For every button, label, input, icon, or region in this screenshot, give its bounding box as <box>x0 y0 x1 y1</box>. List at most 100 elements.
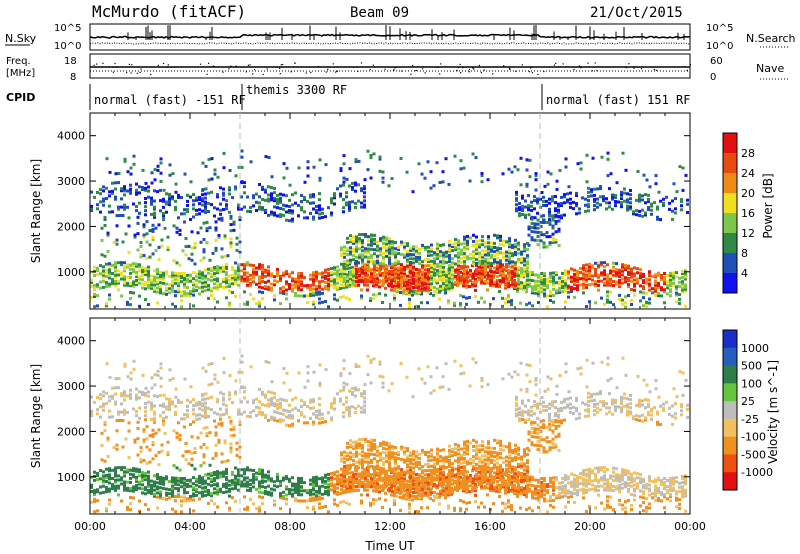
echo-cell <box>352 446 355 450</box>
echo-cell <box>493 266 496 270</box>
echo-cell <box>686 198 689 202</box>
echo-cell <box>588 476 591 479</box>
echo-cell <box>674 211 677 215</box>
echo-cell <box>96 478 99 482</box>
echo-cell <box>177 216 180 220</box>
echo-cell <box>406 266 409 270</box>
echo-cell <box>123 480 126 484</box>
echo-cell <box>105 283 108 287</box>
echo-cell <box>348 209 351 212</box>
nave-dot <box>130 72 132 74</box>
echo-cell <box>231 282 234 286</box>
echo-cell <box>672 271 675 275</box>
echo-cell <box>663 280 666 284</box>
echo-cell <box>273 279 276 283</box>
echo-cell <box>156 286 159 290</box>
echo-cell <box>114 263 117 267</box>
echo-cell <box>609 269 612 273</box>
echo-cell <box>630 267 633 271</box>
echo-cell <box>412 286 415 289</box>
echo-cell <box>480 172 484 175</box>
echo-cell <box>523 245 526 249</box>
echo-cell <box>358 280 361 284</box>
echo-cell <box>606 468 609 472</box>
echo-cell <box>650 212 653 216</box>
echo-cell <box>381 476 384 480</box>
echo-cell <box>267 213 270 217</box>
echo-cell <box>108 264 111 268</box>
echo-cell <box>615 262 618 266</box>
echo-cell <box>222 286 225 289</box>
echo-cell <box>249 482 252 486</box>
echo-cell <box>514 261 517 265</box>
echo-cell <box>523 288 526 292</box>
echo-cell <box>129 487 132 491</box>
echo-cell <box>642 291 645 295</box>
echo-cell <box>472 256 475 260</box>
echo-cell <box>138 269 141 273</box>
echo-cell <box>205 220 209 224</box>
echo-cell <box>330 211 333 215</box>
echo-cell <box>545 245 549 249</box>
echo-cell <box>396 290 399 294</box>
echo-cell <box>591 266 594 270</box>
echo-cell <box>447 288 450 292</box>
echo-cell <box>557 244 561 247</box>
echo-cell <box>397 268 400 272</box>
echo-cell <box>615 282 618 286</box>
echo-cell <box>436 256 439 260</box>
echo-cell <box>430 272 433 275</box>
echo-cell <box>573 281 576 284</box>
echo-cell <box>587 209 590 213</box>
echo-cell <box>409 269 412 273</box>
echo-cell <box>555 486 558 490</box>
echo-cell <box>309 488 312 492</box>
echo-cell <box>635 198 638 202</box>
echo-cell <box>352 444 355 448</box>
echo-cell <box>636 271 639 275</box>
echo-cell <box>412 267 415 271</box>
echo-cell <box>379 249 382 253</box>
echo-cell <box>237 472 240 476</box>
nave-dot <box>136 72 138 74</box>
echo-cell <box>487 251 490 255</box>
echo-cell <box>639 290 642 294</box>
echo-cell <box>474 489 477 493</box>
echo-cell <box>198 269 201 273</box>
echo-cell <box>627 294 630 297</box>
echo-cell <box>207 493 210 497</box>
echo-cell <box>597 466 600 470</box>
echo-cell <box>358 458 361 462</box>
echo-cell <box>518 208 521 212</box>
echo-cell <box>243 279 246 283</box>
echo-cell <box>192 293 195 297</box>
echo-cell <box>318 487 321 491</box>
echo-cell <box>447 477 450 481</box>
echo-cell <box>267 490 270 494</box>
echo-cell <box>352 463 355 467</box>
echo-cell <box>111 483 114 487</box>
echo-cell <box>526 278 529 282</box>
echo-cell <box>136 232 140 236</box>
echo-cell <box>570 290 573 293</box>
echo-cell <box>555 478 558 482</box>
echo-cell <box>153 215 156 219</box>
echo-cell <box>349 260 352 264</box>
echo-cell <box>552 300 555 304</box>
echo-cell <box>90 209 93 212</box>
echo-cell <box>462 280 465 284</box>
echo-cell <box>463 252 466 255</box>
echo-cell <box>451 285 454 289</box>
nave-dot <box>150 73 152 76</box>
echo-cell <box>543 499 546 503</box>
echo-cell <box>441 279 444 283</box>
echo-cell <box>505 283 508 287</box>
echo-cell <box>475 239 478 243</box>
echo-cell <box>216 285 219 289</box>
echo-cell <box>432 498 435 502</box>
echo-cell <box>342 295 345 299</box>
echo-cell <box>578 211 581 215</box>
echo-cell <box>681 475 684 478</box>
echo-cell <box>418 251 421 255</box>
echo-cell <box>354 478 357 482</box>
